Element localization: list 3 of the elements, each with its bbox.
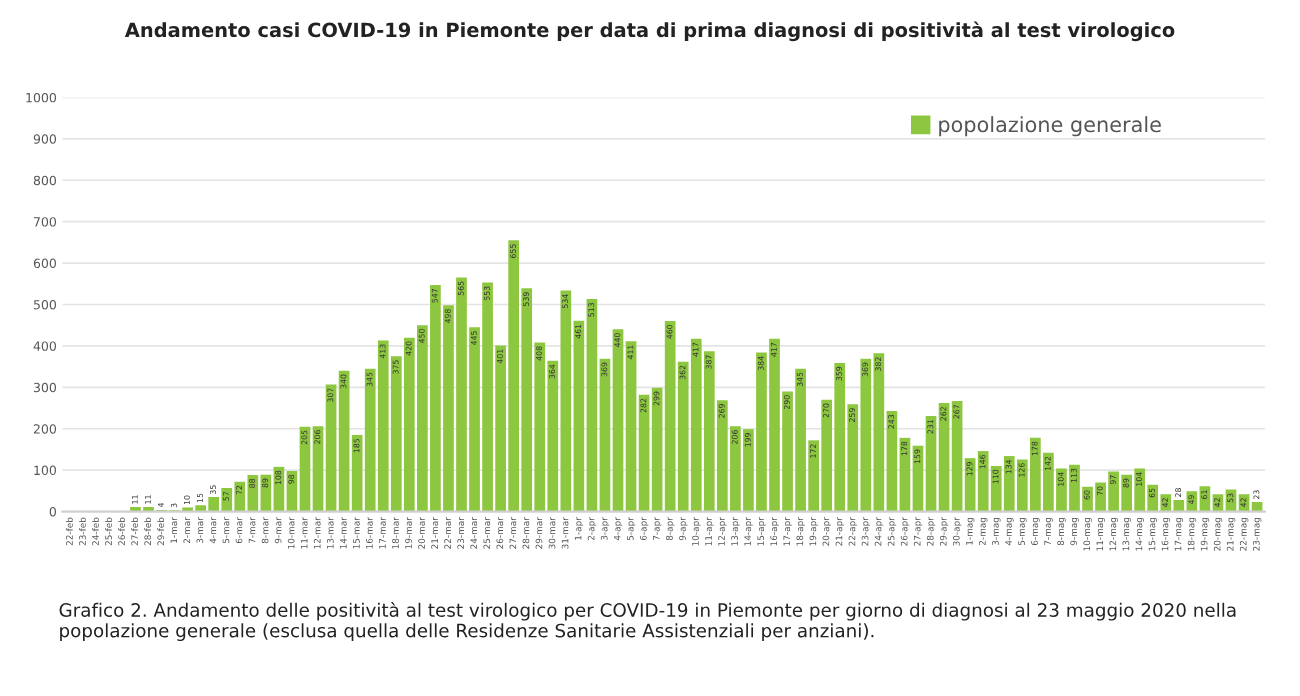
text: Grafico 2. Andamento delle positività al test virologico per COVID-19 in Piemonte per giorno di diagnosi al 23 maggio 2020 nella popolazione generale (esclusa quella delle Residenze Sanitarie Assistenziali per anziani). [59,602,1236,642]
legend-label: popolazione generale [939,116,1161,137]
chart-title: Andamento casi COVID-19 in Piemonte per data di prima diagnosi di positività al test virologico [124,21,1175,42]
